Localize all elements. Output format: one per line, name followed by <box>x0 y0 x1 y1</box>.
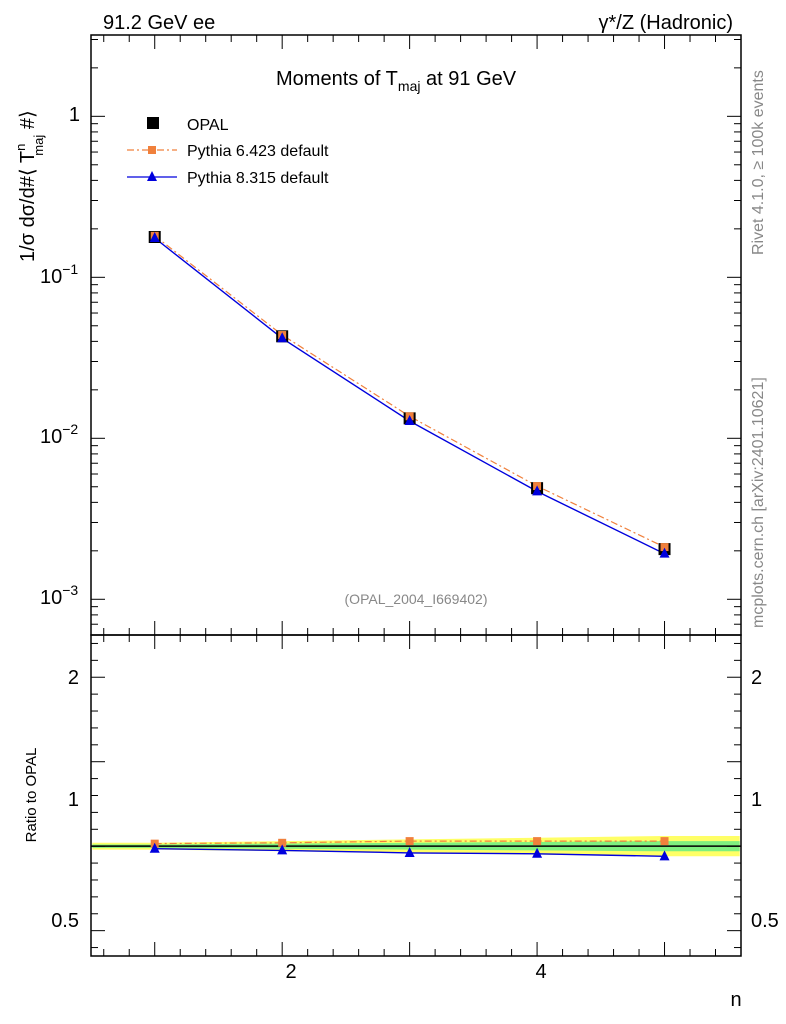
ratio-y-tick-2-right: 2 <box>751 667 762 689</box>
pythia8-point <box>532 485 543 496</box>
ratio-pythia8-point <box>149 842 160 853</box>
ratio-pythia6-point <box>533 837 542 846</box>
legend-opal-marker <box>147 117 159 129</box>
x-tick-label-2: 2 <box>285 961 296 983</box>
main-y-axis-label: 1/σ dσ/d#⟨ Tn maj #⟩ <box>13 110 46 262</box>
ratio-pythia8-point <box>532 847 543 858</box>
analysis-id-watermark: (OPAL_2004_I669402) <box>345 591 488 607</box>
ratio-y-axis-label: Ratio to OPAL <box>23 748 40 843</box>
pythia8-point <box>277 332 288 343</box>
ratio-y-tick-05-right: 0.5 <box>751 910 779 932</box>
ratio-pythia8-point <box>404 846 415 857</box>
pythia8-point <box>659 547 670 558</box>
ratio-axis-ticks <box>91 635 741 956</box>
ratio-plot-frame <box>90 634 742 957</box>
pythia6-point <box>660 543 669 552</box>
y-tick-label-1e-1: 10−1 <box>40 261 78 288</box>
pythia6-line <box>154 235 665 548</box>
ratio-pythia6-point <box>405 837 414 846</box>
x-tick-label-4: 4 <box>535 961 546 983</box>
ratio-pythia8-point <box>659 850 670 861</box>
main-axis-ticks <box>91 35 741 636</box>
main-title: Moments of Tmaj at 91 GeV <box>276 68 517 94</box>
legend: OPAL Pythia 6.423 default Pythia 8.315 d… <box>127 117 329 187</box>
legend-pythia8-label: Pythia 8.315 default <box>187 170 329 187</box>
header-process-label: γ*/Z (Hadronic) <box>599 12 733 34</box>
legend-pythia6-marker <box>148 146 156 154</box>
ratio-pythia6-point <box>660 837 669 846</box>
ratio-y-tick-2-left: 2 <box>68 667 79 689</box>
legend-pythia6-label: Pythia 6.423 default <box>187 143 329 160</box>
legend-opal-label: OPAL <box>187 117 229 134</box>
ratio-pythia6-point <box>278 838 287 847</box>
pythia8-point <box>149 231 160 242</box>
rivet-version-label: Rivet 4.1.0, ≥ 100k events <box>750 70 767 255</box>
ratio-data-series <box>149 837 670 861</box>
ratio-y-tick-05-left: 0.5 <box>51 910 79 932</box>
main-data-series <box>148 230 671 558</box>
y-tick-label-1e-3: 10−3 <box>40 582 78 609</box>
x-axis-label: n <box>730 989 741 1011</box>
y-tick-label-1e-2: 10−2 <box>40 421 78 448</box>
header-energy-label: 91.2 GeV ee <box>103 12 215 34</box>
y-tick-label-1: 1 <box>69 104 80 126</box>
pythia8-line <box>154 237 665 555</box>
ratio-y-tick-1-left: 1 <box>68 789 79 811</box>
pythia8-point <box>404 415 415 426</box>
mcplots-label: mcplots.cern.ch [arXiv:2401.10621] <box>750 377 767 628</box>
ratio-pythia6-line <box>154 840 665 845</box>
legend-pythia8-marker <box>147 171 157 181</box>
ratio-pythia8-point <box>277 844 288 855</box>
ratio-y-tick-1-right: 1 <box>751 789 762 811</box>
